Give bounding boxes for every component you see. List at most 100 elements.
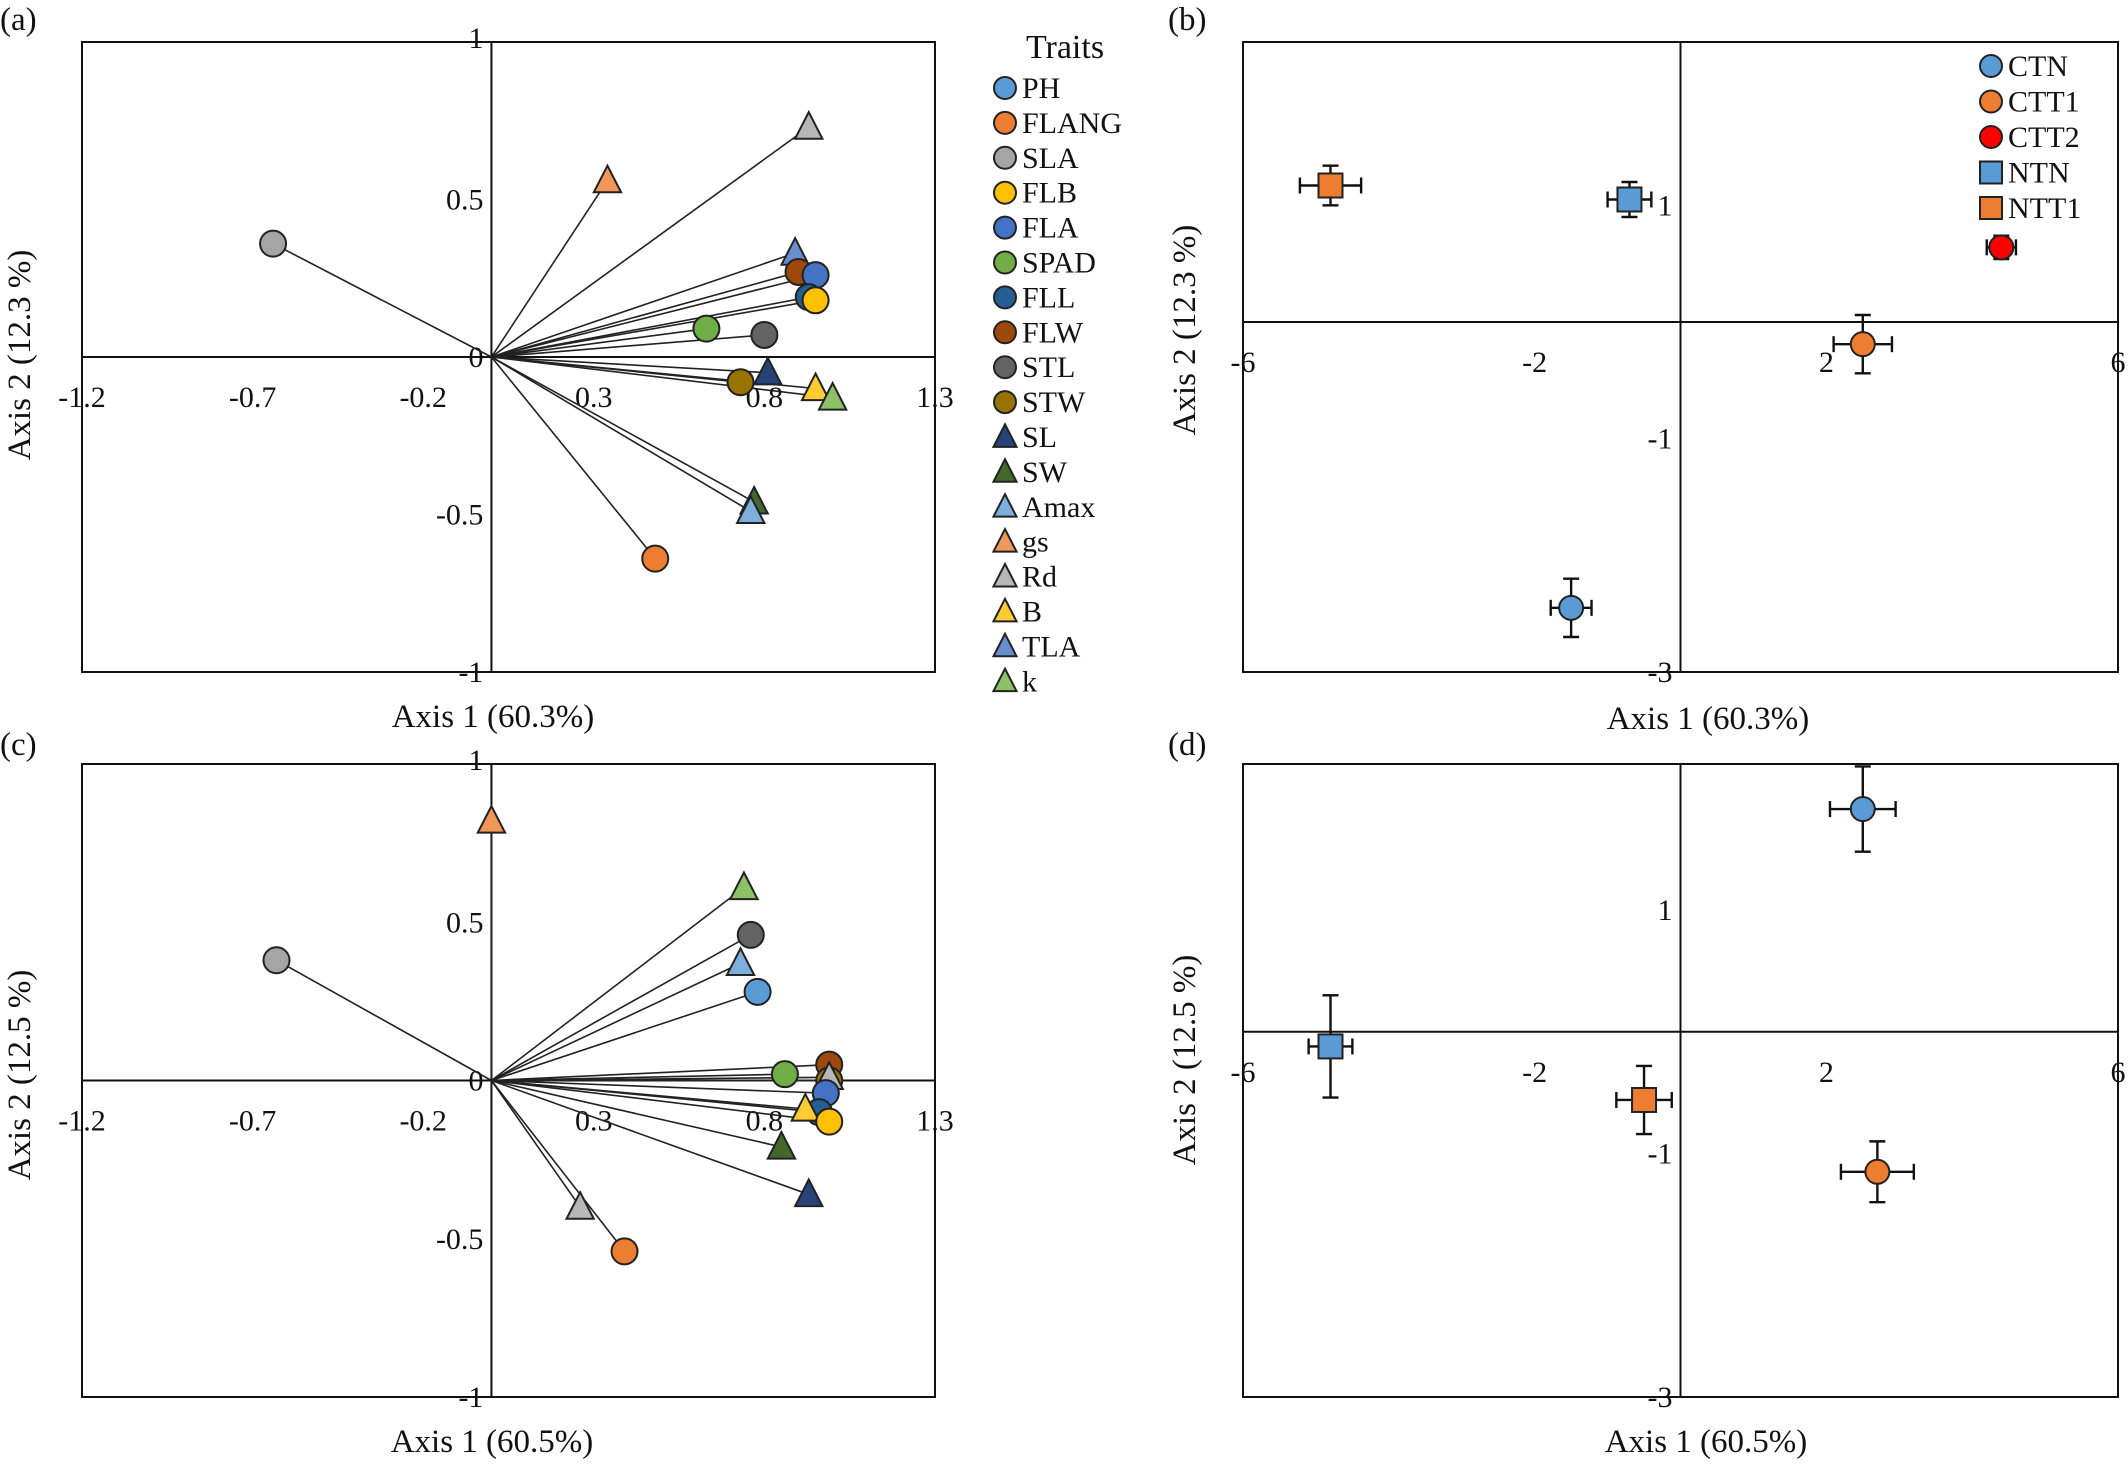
traits-legend-marker-SW	[991, 457, 1019, 483]
panel-a-x-tick-label: 1.3	[916, 381, 954, 414]
panel-c-point-PH	[743, 977, 772, 1006]
panel-c-vector-PH	[491, 991, 758, 1082]
panel-b-point-CTT2	[1988, 234, 2015, 261]
panel-a-vector-FLANG	[490, 356, 656, 560]
traits-legend-label-SLA: SLA	[1022, 142, 1079, 175]
traits-legend-label-Rd: Rd	[1022, 561, 1057, 594]
panel-a-loadings-plot: (a) Axis 1 (60.3%) Axis 2 (12.3 %) -1.2 -…	[0, 2, 954, 735]
traits-legend-label-FLANG: FLANG	[1022, 107, 1122, 140]
panel-c-point-k	[728, 870, 760, 901]
traits-legend-marker-FLA	[993, 215, 1017, 240]
panel-a-x-tick-label: 0.3	[575, 381, 613, 414]
traits-legend-label-STW: STW	[1022, 386, 1086, 419]
panel-d-x-axis-label: Axis 1 (60.5%)	[1605, 1424, 1808, 1460]
panel-c-point-Amax	[725, 946, 756, 977]
panel-c-point-SLA	[262, 946, 291, 975]
panel-d-x-tick-label: 6	[2111, 1056, 2126, 1089]
treatments-legend-label-CTN: CTN	[2008, 50, 2068, 83]
panel-c-y-tick-label: 0	[468, 1065, 483, 1098]
panel-a-y-tick-label: -0.5	[436, 499, 484, 532]
panel-d-x-tick-label: -2	[1522, 1056, 1547, 1089]
panel-c-label: (c)	[0, 727, 37, 763]
panel-c-x-axis-label: Axis 1 (60.5%)	[391, 1424, 594, 1460]
panel-c-point-SPAD	[770, 1060, 799, 1089]
panel-a-vector-TLA	[491, 252, 796, 358]
panel-c-point-FLANG	[610, 1237, 639, 1266]
treatments-legend-marker-CTT2	[1979, 125, 2003, 149]
traits-legend: Traits PHFLANGSLAFLBFLASPADFLLFLWSTLSTWS…	[991, 29, 1122, 698]
traits-legend-marker-SPAD	[993, 250, 1017, 275]
panel-c-vector-SL	[491, 1079, 810, 1196]
treatments-legend-label-CTT2: CTT2	[2008, 121, 2080, 154]
traits-legend-marker-TLA	[991, 631, 1019, 658]
panel-b-label: (b)	[1168, 2, 1206, 38]
panel-a-point-STW	[726, 368, 755, 397]
panel-a-y-tick-label: 0	[468, 341, 483, 374]
panel-b-point-NTT1	[1317, 172, 1344, 199]
traits-legend-marker-FLW	[993, 320, 1017, 345]
panel-a-y-tick-label: 1	[468, 22, 483, 55]
panel-a-point-FLB	[801, 286, 830, 315]
panel-a-y-axis-label: Axis 2 (12.3 %)	[2, 250, 38, 461]
panel-a-point-B	[800, 371, 831, 402]
traits-legend-label-SW: SW	[1022, 456, 1068, 489]
panel-c-point-STL	[736, 920, 765, 949]
panel-d-label: (d)	[1168, 727, 1206, 763]
traits-legend-marker-Rd	[991, 561, 1019, 588]
panel-a-vector-SL	[491, 356, 768, 374]
panel-a-point-SLA	[259, 229, 288, 258]
panel-d-y-axis-label: Axis 2 (12.5 %)	[1167, 955, 1203, 1166]
treatments-legend-marker-CTT1	[1979, 89, 2003, 114]
panel-d-y-tick-label: 1	[1658, 894, 1673, 927]
panel-a-x-tick-label: -0.2	[399, 381, 447, 414]
traits-legend-label-FLL: FLL	[1022, 281, 1075, 314]
panel-c-point-SL	[793, 1177, 825, 1208]
panel-b-x-tick-label: -2	[1522, 346, 1547, 379]
panel-b-x-tick-label: 6	[2111, 346, 2126, 379]
panel-d-x-tick-label: 2	[1819, 1056, 1834, 1089]
panel-c-x-tick-label: 1.3	[916, 1105, 954, 1138]
traits-legend-label-FLB: FLB	[1022, 177, 1077, 210]
traits-legend-marker-SLA	[993, 145, 1017, 170]
traits-legend-marker-FLB	[993, 180, 1017, 205]
traits-legend-marker-FLL	[993, 285, 1017, 310]
traits-legend-marker-B	[991, 596, 1019, 623]
treatments-legend-marker-NTN	[1979, 160, 2003, 185]
panel-c-vector-FLANG	[490, 1080, 626, 1252]
panel-c-point-FLB	[815, 1107, 844, 1136]
panel-a-vector-SLA	[272, 242, 492, 358]
panel-a-point-STL	[750, 320, 779, 349]
panel-a-x-tick-label: -1.2	[58, 381, 106, 414]
traits-legend-label-FLW: FLW	[1022, 316, 1084, 349]
treatments-legend-label-NTN: NTN	[2008, 157, 2070, 190]
traits-legend-marker-FLANG	[993, 110, 1017, 135]
panel-a-point-Amax	[735, 494, 767, 525]
panel-b-point-CTN	[1558, 594, 1585, 621]
traits-legend-marker-PH	[993, 76, 1017, 100]
panel-b-x-tick-label: 2	[1819, 346, 1834, 379]
traits-legend-marker-SL	[991, 422, 1019, 448]
panel-b-point-CTT1	[1849, 331, 1876, 358]
panel-c-vector-Rd	[490, 1080, 581, 1208]
panel-c-x-tick-label: -1.2	[58, 1105, 106, 1138]
panel-c-x-tick-label: 0.8	[746, 1105, 784, 1138]
traits-legend-marker-STL	[993, 355, 1017, 380]
traits-legend-label-STL: STL	[1022, 351, 1075, 384]
panel-a-vector-SW	[491, 356, 755, 503]
panel-c-x-tick-label: -0.7	[229, 1105, 277, 1138]
panel-c-y-tick-label: -0.5	[436, 1223, 484, 1256]
traits-legend-label-FLA: FLA	[1022, 212, 1079, 245]
panel-d-y-tick-label: -1	[1648, 1138, 1673, 1171]
panel-a-vector-Amax	[491, 356, 752, 513]
panel-c-vector-k	[490, 886, 745, 1082]
panel-a-point-SL	[752, 355, 784, 386]
panel-d-point-NTT1	[1631, 1086, 1658, 1113]
panel-a-point-FLANG	[641, 544, 670, 573]
panel-c-point-gs	[476, 803, 507, 834]
traits-legend-label-TLA: TLA	[1022, 630, 1081, 663]
panel-c-point-B	[790, 1091, 821, 1122]
panel-d-scores-plot: (d) Axis 1 (60.5%) Axis 2 (12.5 %) -6 -2 2…	[1167, 727, 2126, 1460]
traits-legend-label-k: k	[1022, 665, 1037, 698]
panel-c-x-tick-label: 0.3	[575, 1105, 613, 1138]
